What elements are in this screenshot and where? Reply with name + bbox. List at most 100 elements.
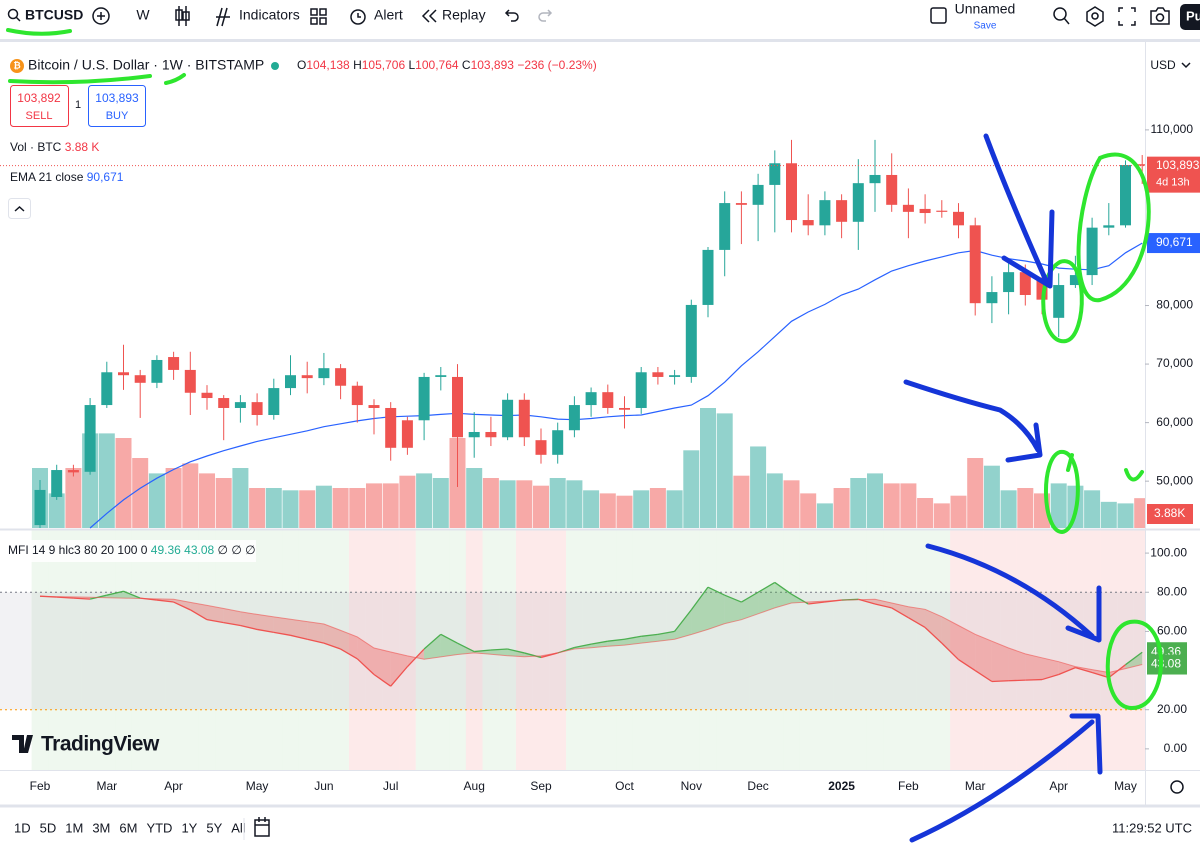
volume-bar <box>1084 490 1101 528</box>
mfi-line-segment <box>741 591 759 603</box>
save-label[interactable]: Save <box>974 21 997 32</box>
timeframe-button[interactable]: 6M <box>119 820 137 835</box>
mfi-line-segment <box>641 633 658 637</box>
l-label: L <box>408 58 415 72</box>
mfi-fill <box>307 621 324 644</box>
volume-bar <box>215 478 232 528</box>
chart-type-button[interactable] <box>175 6 190 26</box>
fullscreen-button[interactable] <box>1118 7 1136 26</box>
x-tick-label: Apr <box>164 779 183 793</box>
symbol-search[interactable]: BTCUSD <box>7 7 84 23</box>
volume-bar <box>98 433 115 528</box>
buy-button[interactable]: 103,893 BUY <box>88 85 146 127</box>
mfi-fill <box>908 606 926 628</box>
mfi-fill <box>774 582 792 608</box>
timeframe-button[interactable]: 3M <box>92 820 110 835</box>
mfi-fill <box>457 643 475 655</box>
layout-name[interactable]: Unnamed <box>955 1 1016 17</box>
candle-body <box>435 375 447 377</box>
mfi-line-segment <box>474 649 491 653</box>
alert-button[interactable]: Alert <box>350 7 403 25</box>
mfi-line-segment <box>440 633 458 644</box>
interval-button[interactable]: W <box>136 7 150 23</box>
l-value: 100,764 <box>415 58 459 72</box>
mfi-line-segment <box>1125 651 1143 666</box>
collapse-button[interactable] <box>8 198 31 219</box>
o-label: O <box>297 58 306 72</box>
compare-button[interactable] <box>92 7 110 25</box>
timeframe-button[interactable]: 5Y <box>206 820 222 835</box>
mfi-line-segment <box>941 642 959 661</box>
y-tick-label: 110,000 <box>1151 122 1194 136</box>
goto-date-button[interactable] <box>254 817 270 837</box>
change: −236 (−0.23%) <box>517 58 596 72</box>
x-tick-label: Feb <box>30 779 51 793</box>
candle-body <box>852 183 864 222</box>
redo-button[interactable] <box>538 9 553 22</box>
volume-bar <box>65 468 82 528</box>
volume-bar <box>282 490 299 528</box>
currency[interactable]: USD <box>1150 58 1176 72</box>
volume-bar <box>199 473 215 528</box>
mfi-line-segment <box>457 642 475 653</box>
mfi-fill <box>240 611 258 630</box>
timeframe-button[interactable]: 1Y <box>181 820 197 835</box>
volume-legend: Vol · BTC 3.88 K <box>10 140 99 154</box>
axis-settings[interactable] <box>1170 780 1184 794</box>
mfi-fill <box>490 649 508 656</box>
mfi-line-segment <box>657 630 675 635</box>
logo-mark <box>12 735 33 753</box>
last-price-tag-label: 103,893 <box>1156 158 1200 172</box>
empty-value: ∅ <box>218 543 228 557</box>
mfi-line-segment <box>223 621 241 627</box>
alarm-icon <box>350 9 366 25</box>
mfi-signal-value: 43.08 <box>184 543 214 557</box>
y-tick-label: 100.00 <box>1150 545 1187 559</box>
timeframe-button[interactable]: YTD <box>146 820 172 835</box>
candle-body <box>1003 272 1015 293</box>
timeframe-button[interactable]: All <box>231 820 246 835</box>
mfi-fill <box>424 634 441 660</box>
snapshot-button[interactable] <box>1150 7 1170 25</box>
candle-body <box>1069 275 1081 286</box>
mfi-line-segment <box>423 633 442 650</box>
timeframe-button[interactable]: 5D <box>40 820 57 835</box>
candle-body <box>285 375 296 389</box>
main-legend: ₿ Bitcoin / U.S. Dollar · 1W · BITSTAMP … <box>8 57 597 219</box>
settings-button[interactable] <box>1086 6 1104 27</box>
zone-shade <box>65 530 82 770</box>
publish-button[interactable] <box>1180 4 1200 30</box>
mfi-fill <box>624 636 642 646</box>
quick-search-button[interactable] <box>1053 7 1070 25</box>
mfi-legend: MFI 14 9 hlc3 80 20 100 0 49.36 43.08 ∅ … <box>2 540 256 562</box>
layout-checkbox[interactable] <box>930 7 947 24</box>
volume-bar <box>700 408 716 528</box>
candle-body <box>986 292 998 304</box>
volume-bar <box>783 480 800 528</box>
indicators-button[interactable]: Indicators <box>216 7 300 27</box>
volume-bar <box>249 488 266 528</box>
buy-box <box>88 85 146 127</box>
volume-bar <box>499 480 516 528</box>
candle-body <box>51 470 63 497</box>
mfi-line-segment <box>206 619 224 624</box>
mfi-fill <box>708 587 725 630</box>
mfi-fill <box>1125 652 1143 669</box>
timeframe-button[interactable]: 1M <box>65 820 83 835</box>
mfi-fill <box>357 636 374 675</box>
c-value: 103,893 <box>471 58 515 72</box>
candle-body <box>418 376 430 421</box>
mfi-fill <box>941 616 959 660</box>
candle-body <box>869 174 881 184</box>
timeframe-button[interactable]: 1D <box>14 820 31 835</box>
mfi-value: 49.36 <box>151 543 181 557</box>
zone-shade <box>215 530 233 770</box>
replay-button[interactable]: Replay <box>421 7 486 23</box>
candle-body <box>652 372 664 377</box>
undo-button[interactable] <box>504 9 519 22</box>
zone-shade <box>900 530 917 770</box>
sell-button[interactable]: 103,892 SELL <box>10 85 69 127</box>
candle-body <box>802 220 814 226</box>
layouts-button[interactable] <box>310 8 327 25</box>
